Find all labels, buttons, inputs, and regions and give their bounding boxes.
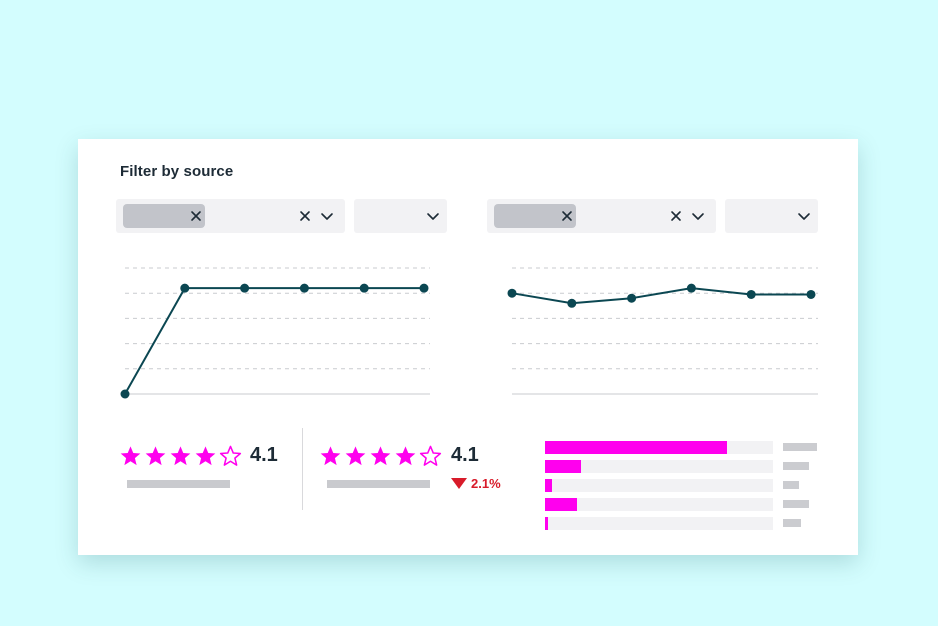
star-filled-icon: [120, 446, 141, 466]
star-filled-icon: [320, 446, 341, 466]
dashboard-card: Filter by source: [78, 139, 858, 555]
bar-track: [545, 479, 773, 492]
series-line: [511, 287, 811, 305]
secondary-dropdown-left[interactable]: [354, 199, 447, 233]
source-filter-right[interactable]: [487, 199, 716, 233]
line-chart-right: [507, 267, 818, 395]
data-point[interactable]: [627, 293, 637, 303]
divider: [302, 428, 303, 510]
secondary-dropdown-right[interactable]: [725, 199, 818, 233]
data-point[interactable]: [507, 288, 517, 298]
data-point[interactable]: [120, 389, 130, 399]
close-icon[interactable]: [670, 210, 682, 222]
close-icon[interactable]: [299, 210, 311, 222]
filter-chip[interactable]: [494, 204, 576, 228]
bar-label-placeholder: [783, 481, 799, 489]
bar: [545, 479, 552, 492]
star-filled-icon: [345, 446, 366, 466]
bar-label-placeholder: [783, 519, 801, 527]
data-point[interactable]: [746, 289, 756, 299]
data-point[interactable]: [806, 289, 816, 299]
bar: [545, 460, 582, 473]
star-outline-icon: [219, 445, 242, 466]
rating-label-placeholder-1: [127, 480, 230, 488]
data-point[interactable]: [419, 283, 429, 293]
star-filled-icon: [195, 446, 216, 466]
rating-label-placeholder-2: [327, 480, 430, 488]
data-point[interactable]: [359, 283, 369, 293]
data-point[interactable]: [567, 298, 577, 308]
bar-track: [545, 498, 773, 511]
star-filled-icon: [145, 446, 166, 466]
star-filled-icon: [370, 446, 391, 466]
star-filled-icon: [395, 446, 416, 466]
rating-delta-value: 2.1%: [471, 476, 501, 491]
star-rating-2: [319, 445, 442, 467]
rating-delta: 2.1%: [451, 476, 501, 491]
chevron-down-icon[interactable]: [797, 210, 811, 222]
bar: [545, 498, 577, 511]
bar-label-placeholder: [783, 443, 817, 451]
data-point[interactable]: [240, 283, 250, 293]
bar-track: [545, 441, 773, 454]
chevron-down-icon[interactable]: [320, 210, 334, 222]
rating-value-2: 4.1: [451, 444, 479, 466]
chevron-down-icon[interactable]: [691, 210, 705, 222]
bar-label-placeholder: [783, 500, 809, 508]
data-point[interactable]: [180, 283, 190, 293]
bar: [545, 441, 728, 454]
bar: [545, 517, 548, 530]
source-filter-left[interactable]: [116, 199, 345, 233]
star-filled-icon: [170, 446, 191, 466]
close-icon[interactable]: [560, 209, 574, 223]
bar-label-placeholder: [783, 462, 809, 470]
triangle-down-icon: [451, 477, 467, 490]
chevron-down-icon[interactable]: [426, 210, 440, 222]
star-outline-icon: [419, 445, 442, 466]
bar-track: [545, 460, 773, 473]
line-chart-left: [120, 267, 430, 399]
star-rating-1: [119, 445, 242, 467]
bar-track: [545, 517, 773, 530]
series-line: [124, 287, 424, 395]
close-icon[interactable]: [189, 209, 203, 223]
rating-value-1: 4.1: [250, 444, 278, 466]
filter-chip[interactable]: [123, 204, 205, 228]
filter-title: Filter by source: [120, 163, 234, 180]
data-point[interactable]: [299, 283, 309, 293]
data-point[interactable]: [686, 283, 696, 293]
